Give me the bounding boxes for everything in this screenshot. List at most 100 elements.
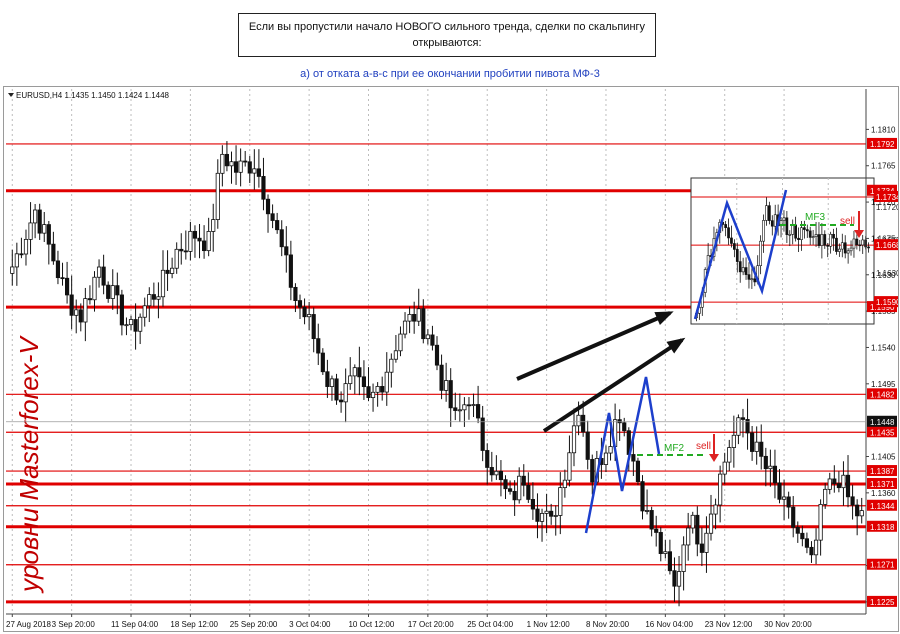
level-label: 1.1482 [870, 390, 895, 399]
candle [663, 540, 668, 559]
candle-body [827, 478, 832, 490]
inset-candle-body [785, 217, 789, 235]
candle-body [786, 496, 791, 508]
candle [124, 317, 129, 336]
candle [745, 398, 750, 450]
inset-level-label: 1.1668 [876, 241, 898, 250]
candle-body [279, 229, 284, 248]
candle-body [553, 515, 558, 517]
candle [804, 532, 809, 554]
inset-candle-body [805, 229, 809, 232]
candle [562, 469, 567, 498]
candle-body [713, 504, 718, 515]
y-tick-label: 1.1540 [871, 343, 896, 352]
candle-body [416, 308, 421, 322]
inset-candle-body [849, 247, 853, 252]
candle-body [750, 432, 755, 452]
candle [412, 301, 417, 334]
candle [96, 259, 102, 288]
chart-subtitle: а) от отката а-в-с при ее окончании проб… [300, 68, 600, 80]
candle-body [10, 266, 15, 274]
chart-frame: MF2 sell уровни Masterforex-V MF3 sell 1.172… [3, 86, 899, 632]
candle [480, 405, 485, 462]
y-tick-label: 1.1810 [871, 125, 896, 134]
candle-body [526, 484, 531, 500]
inset-candle-body [735, 249, 739, 262]
candle-body [453, 407, 458, 411]
inset-candle-body [747, 274, 751, 280]
candle-body [813, 539, 819, 556]
candle [261, 157, 266, 211]
candle [339, 391, 344, 413]
inset-candle [738, 251, 742, 283]
candle-body [448, 380, 453, 409]
candle-body [380, 386, 385, 393]
inset-candle-body [829, 233, 832, 247]
candle [51, 231, 56, 265]
level-label-box [867, 595, 897, 607]
candle [352, 364, 357, 395]
candle [695, 506, 700, 557]
candle-body [781, 496, 787, 500]
y-tick-label: 1.1765 [871, 162, 896, 171]
candle [407, 306, 412, 334]
candle [768, 449, 773, 487]
inset-candle-body [741, 267, 745, 273]
candle [635, 457, 641, 486]
inset-candle [800, 221, 803, 251]
candle-body [14, 253, 19, 268]
candle [256, 149, 261, 188]
candle [590, 454, 595, 495]
sell-arrow-head [709, 454, 719, 462]
inset-candle [762, 214, 765, 253]
inset-candle [826, 242, 830, 258]
inset-candle-body [733, 243, 736, 250]
candle-body [777, 482, 782, 500]
inset-candle-body [788, 234, 792, 236]
candle [494, 455, 499, 480]
inset-level-label: 1.1590 [876, 298, 898, 307]
candle [224, 141, 230, 172]
candle [220, 145, 225, 187]
candle [818, 499, 823, 556]
candle-body [836, 483, 841, 489]
candle [466, 397, 472, 420]
candle [279, 220, 284, 257]
inset-candle [724, 221, 727, 237]
candle [855, 499, 860, 536]
inset-candle [730, 225, 733, 248]
note-box: Если вы пропустили начало НОВОГО сильног… [238, 13, 656, 57]
candle-body [297, 300, 303, 308]
inset-candle-body [759, 240, 762, 266]
candle-body [727, 447, 732, 463]
level-label: 1.1387 [870, 467, 895, 476]
candle-body [37, 209, 42, 234]
candle [795, 521, 800, 543]
candle-body [334, 378, 339, 401]
candle-body [521, 475, 526, 486]
inset-candle [858, 239, 862, 252]
candle-body [503, 479, 508, 490]
inset-candle-body [811, 236, 815, 238]
candle [448, 368, 453, 427]
candle [265, 194, 271, 233]
watermark: уровни Masterforex-V [14, 335, 44, 594]
inset-candle [838, 243, 841, 257]
candle-body [544, 510, 549, 514]
candle-body [740, 417, 746, 420]
candle [754, 426, 759, 465]
candle-body [809, 546, 814, 556]
candle [275, 212, 280, 234]
inset-candle [832, 228, 835, 251]
candle-body [736, 417, 741, 436]
inset-candle [843, 235, 847, 259]
candle [233, 145, 239, 185]
candle [521, 464, 526, 497]
candle [46, 220, 51, 265]
candle-body [676, 571, 682, 587]
candle-body [398, 333, 403, 352]
candle [329, 375, 335, 401]
candle [777, 469, 782, 504]
candle-body [690, 514, 695, 529]
candle-body [681, 544, 686, 572]
